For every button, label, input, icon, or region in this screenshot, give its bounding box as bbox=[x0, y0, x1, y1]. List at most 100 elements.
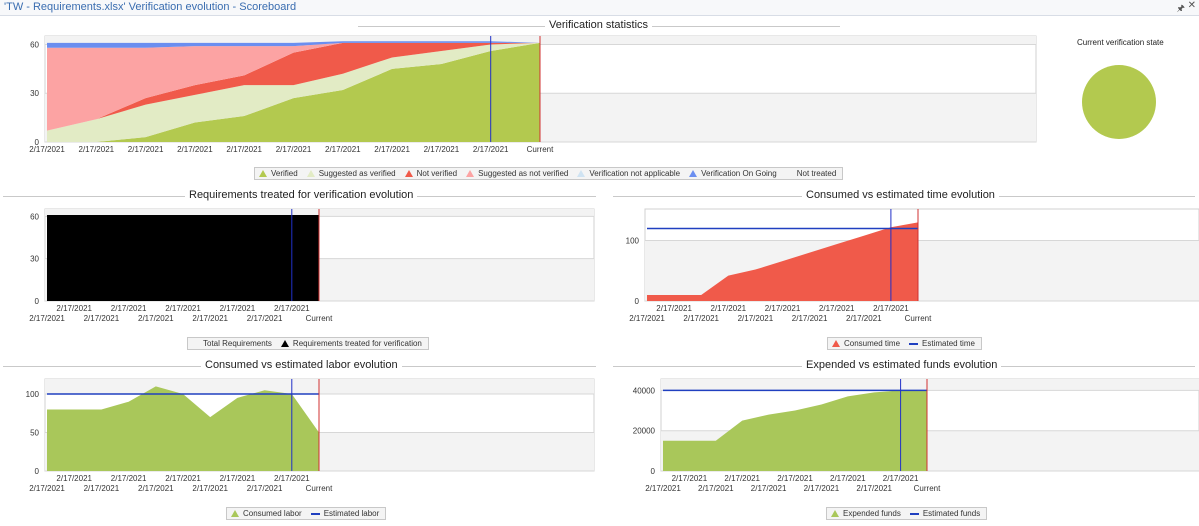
y-tick-label: 0 bbox=[651, 467, 656, 476]
legend-item: Consumed labor bbox=[231, 509, 302, 518]
labor-title: Consumed vs estimated labor evolution bbox=[201, 359, 402, 371]
x-tick-label: 2/17/2021 bbox=[276, 145, 312, 154]
x-tick-label: 2/17/2021 bbox=[656, 304, 692, 313]
series-area-consumed-labor bbox=[47, 386, 319, 471]
legend-item: Suggested as not verified bbox=[466, 169, 568, 178]
legend-label: Verified bbox=[271, 169, 298, 178]
x-tick-label: 2/17/2021 bbox=[792, 314, 828, 323]
time-legend: Consumed time Estimated time bbox=[827, 337, 982, 350]
x-tick-label: 2/17/2021 bbox=[192, 484, 228, 493]
triangle-icon bbox=[404, 170, 413, 177]
x-tick-label: 2/17/2021 bbox=[247, 484, 283, 493]
triangle-icon bbox=[231, 510, 239, 517]
x-tick-label: 2/17/2021 bbox=[819, 304, 855, 313]
x-tick-label: 2/17/2021 bbox=[724, 474, 760, 483]
line-icon bbox=[310, 512, 320, 515]
series-area-requirements-treated-for-verification bbox=[47, 214, 319, 301]
y-tick-label: 40000 bbox=[633, 386, 656, 395]
legend-item: Not verified bbox=[404, 169, 458, 178]
x-tick-label: 2/17/2021 bbox=[274, 474, 310, 483]
series-area-suggested-as-not-verified bbox=[47, 42, 540, 131]
x-tick-label: 2/17/2021 bbox=[192, 314, 228, 323]
close-icon[interactable]: ✕ bbox=[1187, 0, 1196, 11]
legend-label: Not treated bbox=[796, 169, 837, 178]
x-tick-label: 2/17/2021 bbox=[738, 314, 774, 323]
series-area-consumed-time bbox=[647, 222, 918, 301]
legend-label: Expended funds bbox=[843, 509, 901, 518]
legend-item: Consumed time bbox=[832, 339, 900, 348]
legend-item: Total Requirements bbox=[192, 339, 272, 348]
y-tick-label: 0 bbox=[635, 297, 640, 306]
legend-item: Not treated bbox=[786, 169, 837, 178]
x-tick-label: 2/17/2021 bbox=[111, 474, 147, 483]
legend-item: Estimated labor bbox=[310, 509, 379, 518]
treated-chart: 030602/17/20212/17/20212/17/20212/17/202… bbox=[29, 208, 595, 323]
legend-label: Consumed labor bbox=[243, 509, 302, 518]
verification-chart: 0 30 60 2/17/2021 2/17/2021 2/17/2021 2/17/202… bbox=[29, 35, 1037, 154]
y-tick-label: 60 bbox=[30, 212, 39, 221]
legend-item: Estimated funds bbox=[909, 509, 981, 518]
funds-legend: Expended funds Estimated funds bbox=[826, 507, 988, 520]
x-tick-label: 2/17/2021 bbox=[29, 145, 65, 154]
x-tick-label: 2/17/2021 bbox=[56, 474, 92, 483]
treated-legend: Total Requirements Requirements treated f… bbox=[187, 337, 429, 350]
legend-label: Consumed time bbox=[844, 339, 901, 348]
x-tick-label: 2/17/2021 bbox=[79, 145, 115, 154]
x-tick-label: 2/17/2021 bbox=[629, 314, 665, 323]
x-tick-label: 2/17/2021 bbox=[751, 484, 787, 493]
x-tick-label: 2/17/2021 bbox=[29, 484, 65, 493]
x-tick-label: 2/17/2021 bbox=[765, 304, 801, 313]
x-tick-label: 2/17/2021 bbox=[711, 304, 747, 313]
x-tick-label: 2/17/2021 bbox=[672, 474, 708, 483]
x-tick-label: 2/17/2021 bbox=[226, 145, 262, 154]
labor-chart: 0501002/17/20212/17/20212/17/20212/17/20… bbox=[26, 378, 595, 493]
y-tick-label: 0 bbox=[35, 467, 40, 476]
x-tick-label: 2/17/2021 bbox=[247, 314, 283, 323]
pin-icon[interactable]: 🖈︎ bbox=[1176, 3, 1185, 13]
legend-label: Suggested as verified bbox=[318, 169, 396, 178]
funds-chart: 020000400002/17/20212/17/20212/17/20212/… bbox=[633, 378, 1199, 493]
x-tick-label: 2/17/2021 bbox=[473, 145, 509, 154]
x-tick-label: 2/17/2021 bbox=[220, 304, 256, 313]
current-state-pie bbox=[1082, 65, 1156, 139]
x-tick-label: 2/17/2021 bbox=[846, 314, 882, 323]
x-tick-label: 2/17/2021 bbox=[165, 304, 201, 313]
line-icon bbox=[909, 512, 919, 515]
triangle-icon bbox=[466, 170, 475, 177]
current-state-title: Current verification state bbox=[1077, 38, 1164, 47]
verification-legend: Verified Suggested as verified Not verifie… bbox=[254, 167, 844, 180]
window-titlebar: 'TW - Requirements.xlsx' Verification ev… bbox=[0, 0, 1199, 16]
legend-item: Verification On Going bbox=[689, 169, 777, 178]
window-title: 'TW - Requirements.xlsx' Verification ev… bbox=[4, 1, 297, 13]
x-tick-label: 2/17/2021 bbox=[883, 474, 919, 483]
x-tick-label: 2/17/2021 bbox=[645, 484, 681, 493]
legend-label: Estimated time bbox=[922, 339, 975, 348]
triangle-icon bbox=[259, 170, 267, 177]
x-tick-label: Current bbox=[306, 314, 333, 323]
x-tick-label: 2/17/2021 bbox=[177, 145, 213, 154]
y-tick-label: 0 bbox=[35, 297, 40, 306]
grid-band bbox=[661, 379, 1199, 391]
x-tick-label: 2/17/2021 bbox=[138, 484, 174, 493]
x-tick-label: 2/17/2021 bbox=[56, 304, 92, 313]
legend-label: Verification not applicable bbox=[589, 169, 681, 178]
x-tick-label: 2/17/2021 bbox=[220, 474, 256, 483]
legend-item: Expended funds bbox=[831, 509, 901, 518]
legend-item: Estimated time bbox=[909, 339, 975, 348]
x-tick-label: 2/17/2021 bbox=[873, 304, 909, 313]
time-chart: 01002/17/20212/17/20212/17/20212/17/2021… bbox=[626, 208, 1199, 323]
legend-label: Estimated funds bbox=[922, 509, 981, 518]
legend-label: Not verified bbox=[416, 169, 458, 178]
x-tick-label: 2/17/2021 bbox=[138, 314, 174, 323]
legend-label: Total Requirements bbox=[203, 339, 272, 348]
y-tick-label: 30 bbox=[30, 89, 39, 98]
x-tick-label: 2/17/2021 bbox=[84, 314, 120, 323]
legend-item: Requirements treated for verification bbox=[280, 339, 422, 348]
y-tick-label: 100 bbox=[26, 390, 40, 399]
y-tick-label: 100 bbox=[626, 237, 640, 246]
x-tick-label: 2/17/2021 bbox=[128, 145, 164, 154]
triangle-icon bbox=[280, 340, 289, 347]
funds-title: Expended vs estimated funds evolution bbox=[802, 359, 1002, 371]
triangle-icon bbox=[577, 170, 586, 177]
legend-item: Verification not applicable bbox=[577, 169, 680, 178]
